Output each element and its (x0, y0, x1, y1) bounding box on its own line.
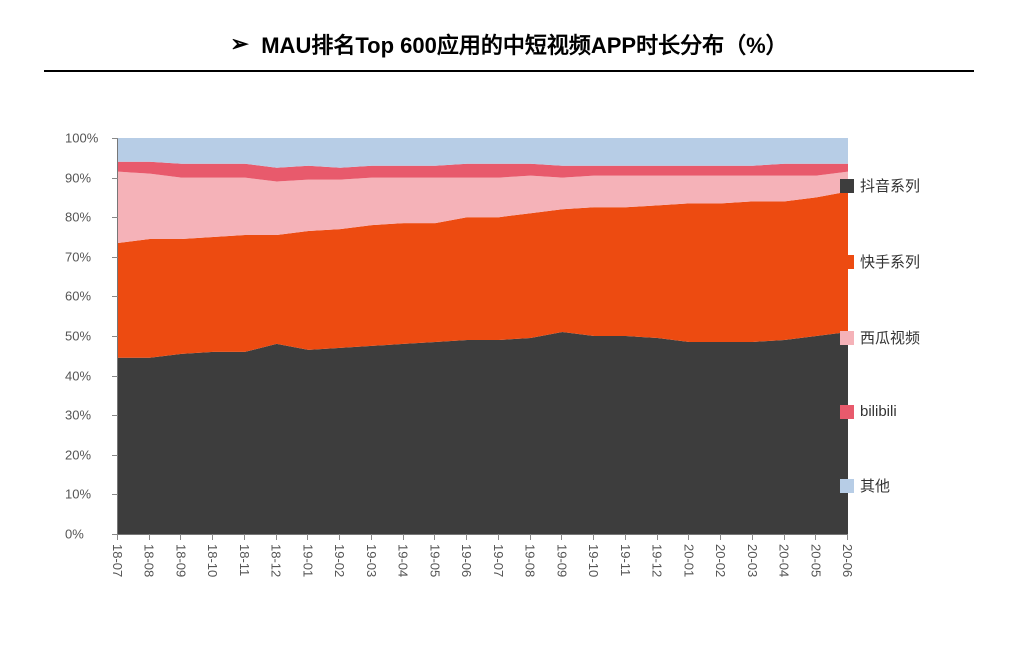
x-tick-mark (307, 534, 308, 540)
y-tick-label: 50% (65, 329, 111, 344)
x-tick-mark (657, 534, 658, 540)
x-tick-label: 18-12 (269, 544, 284, 577)
x-tick-mark (530, 534, 531, 540)
x-tick-label: 19-07 (491, 544, 506, 577)
x-axis-labels: 18-0718-0818-0918-1018-1118-1219-0119-02… (117, 538, 847, 608)
y-tick-mark (112, 336, 118, 337)
x-tick-mark (149, 534, 150, 540)
x-tick-label: 19-08 (523, 544, 538, 577)
x-tick-mark (434, 534, 435, 540)
legend-label: 西瓜视频 (860, 327, 920, 348)
legend-label: 抖音系列 (860, 175, 920, 196)
x-tick-mark (403, 534, 404, 540)
x-tick-mark (276, 534, 277, 540)
legend-label: bilibili (860, 403, 897, 420)
stacked-areas (118, 138, 848, 534)
y-axis-labels: 0%10%20%30%40%50%60%70%80%90%100% (65, 138, 115, 534)
legend-item: 抖音系列 (840, 175, 920, 196)
x-tick-label: 20-05 (808, 544, 823, 577)
x-tick-label: 19-06 (459, 544, 474, 577)
x-tick-mark (244, 534, 245, 540)
legend-item: 快手系列 (840, 251, 920, 272)
x-tick-mark (117, 534, 118, 540)
x-tick-mark (180, 534, 181, 540)
x-tick-label: 20-03 (745, 544, 760, 577)
x-tick-label: 19-09 (554, 544, 569, 577)
y-tick-mark (112, 494, 118, 495)
x-tick-mark (752, 534, 753, 540)
x-tick-label: 18-08 (142, 544, 157, 577)
legend-swatch (840, 405, 854, 419)
x-tick-label: 20-02 (713, 544, 728, 577)
x-tick-label: 20-04 (777, 544, 792, 577)
y-tick-label: 30% (65, 408, 111, 423)
x-tick-label: 19-11 (618, 544, 633, 576)
x-tick-label: 19-01 (300, 544, 315, 577)
legend-item: bilibili (840, 403, 920, 420)
legend-label: 其他 (860, 475, 890, 496)
x-tick-mark (466, 534, 467, 540)
area-series (118, 138, 848, 168)
x-tick-label: 19-12 (650, 544, 665, 577)
legend-label: 快手系列 (860, 251, 920, 272)
legend-item: 西瓜视频 (840, 327, 920, 348)
y-tick-label: 90% (65, 170, 111, 185)
y-tick-mark (112, 217, 118, 218)
title-block: ➢ MAU排名Top 600应用的中短视频APP时长分布（%） (44, 28, 974, 72)
x-tick-mark (720, 534, 721, 540)
x-tick-mark (371, 534, 372, 540)
y-tick-label: 0% (65, 527, 111, 542)
y-tick-mark (112, 178, 118, 179)
y-tick-label: 100% (65, 131, 111, 146)
y-tick-label: 10% (65, 487, 111, 502)
y-tick-mark (112, 376, 118, 377)
x-tick-mark (625, 534, 626, 540)
x-tick-mark (593, 534, 594, 540)
x-tick-label: 18-11 (237, 544, 252, 576)
x-tick-mark (339, 534, 340, 540)
x-tick-mark (498, 534, 499, 540)
x-tick-label: 19-02 (332, 544, 347, 577)
legend-swatch (840, 255, 854, 269)
title-line: ➢ MAU排名Top 600应用的中短视频APP时长分布（%） (44, 28, 974, 72)
area-series (118, 332, 848, 534)
legend-swatch (840, 179, 854, 193)
x-tick-mark (784, 534, 785, 540)
legend-swatch (840, 331, 854, 345)
y-tick-label: 80% (65, 210, 111, 225)
y-tick-mark (112, 415, 118, 416)
y-tick-mark (112, 296, 118, 297)
y-tick-label: 70% (65, 249, 111, 264)
y-tick-label: 40% (65, 368, 111, 383)
x-tick-mark (212, 534, 213, 540)
x-tick-mark (561, 534, 562, 540)
y-tick-mark (112, 257, 118, 258)
x-tick-label: 19-10 (586, 544, 601, 577)
chart-title: MAU排名Top 600应用的中短视频APP时长分布（%） (261, 33, 787, 58)
legend-swatch (840, 479, 854, 493)
x-tick-label: 18-10 (205, 544, 220, 577)
x-tick-mark (815, 534, 816, 540)
y-tick-mark (112, 138, 118, 139)
legend-item: 其他 (840, 475, 920, 496)
y-tick-label: 20% (65, 447, 111, 462)
legend: 抖音系列快手系列西瓜视频 bilibili 其他 (840, 175, 920, 551)
x-tick-mark (688, 534, 689, 540)
x-tick-label: 20-01 (681, 544, 696, 577)
plot-area (117, 138, 848, 535)
y-tick-label: 60% (65, 289, 111, 304)
y-tick-mark (112, 455, 118, 456)
x-tick-label: 19-03 (364, 544, 379, 577)
x-tick-label: 18-07 (110, 544, 125, 577)
x-tick-label: 19-04 (396, 544, 411, 577)
x-tick-label: 19-05 (427, 544, 442, 577)
x-tick-label: 18-09 (173, 544, 188, 577)
title-bullet: ➢ (230, 31, 248, 57)
